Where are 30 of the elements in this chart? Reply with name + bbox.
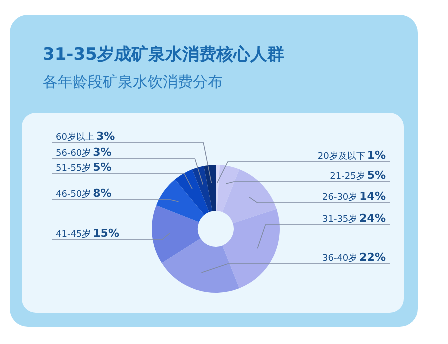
slice-label: 46-50岁 <box>56 189 92 200</box>
chart-title: 31-35岁成矿泉水消费核心人群 <box>43 45 284 65</box>
donut-slice <box>216 165 220 212</box>
chart-subtitle: 各年龄段矿泉水饮消费分布 <box>43 73 223 91</box>
slice-label: 56-60岁 <box>56 148 92 159</box>
data-label: 8% <box>93 187 112 200</box>
donut-slice <box>175 169 210 216</box>
data-label: 5% <box>93 161 112 174</box>
data-label: 24% <box>360 212 386 225</box>
donut-slice <box>152 205 201 264</box>
slice-label: 26-30岁 <box>322 192 358 203</box>
data-label: 14% <box>360 190 386 203</box>
data-label: 3% <box>96 130 116 143</box>
donut-slice <box>156 180 205 222</box>
slice-label: 60岁以上 <box>56 132 94 143</box>
data-label: 22% <box>360 251 386 264</box>
data-label: 3% <box>93 146 112 159</box>
donut-slice <box>204 165 216 212</box>
slice-label: 20岁及以下 <box>318 151 366 162</box>
slice-label: 31-35岁 <box>322 214 358 225</box>
data-label: 5% <box>367 169 386 182</box>
data-label: 15% <box>93 227 120 240</box>
donut-slice <box>162 238 240 293</box>
slice-label: 21-25岁 <box>330 171 366 182</box>
slice-label: 51-55岁 <box>56 163 92 174</box>
slice-label: 41-45岁 <box>56 229 92 240</box>
data-label: 1% <box>367 149 386 162</box>
donut-slice <box>222 209 280 289</box>
donut-slice <box>192 166 213 212</box>
slice-label: 36-40岁 <box>322 253 358 264</box>
